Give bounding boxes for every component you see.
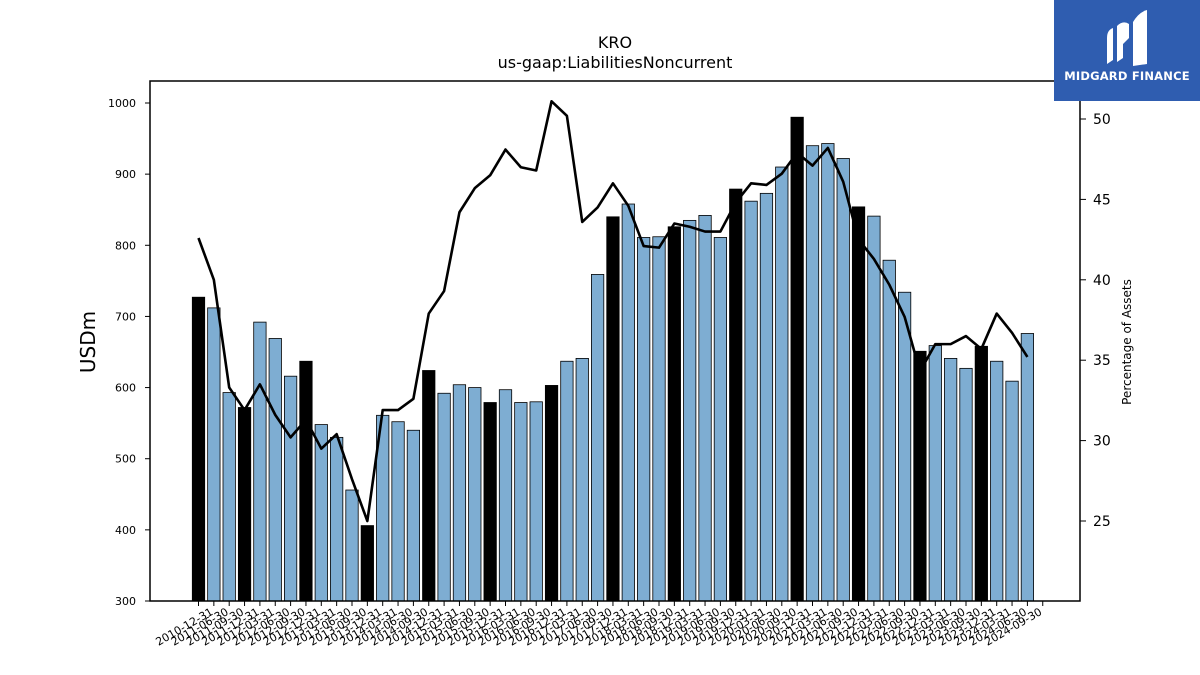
y2-tick-label: 35 (1093, 353, 1111, 369)
bar-2017-03-31 (575, 357, 589, 602)
bar-2023-09-30 (974, 345, 988, 602)
bar-2016-06-30 (529, 401, 543, 602)
bar-2022-12-31 (928, 345, 942, 602)
bar-2015-12-31 (498, 389, 513, 602)
y-tick-label: 1000 (108, 97, 136, 110)
plot-frame (149, 80, 1081, 602)
bar-2017-06-30 (591, 274, 605, 602)
bar-2014-12-31 (437, 392, 451, 602)
y2-tick-label: 40 (1093, 273, 1111, 289)
bar-2024-03-31 (1005, 380, 1019, 602)
y-tick-label: 900 (115, 168, 136, 181)
bar-2016-09-30 (544, 385, 559, 602)
y-axis-label: USDm (76, 311, 100, 373)
y2-tick-label: 45 (1093, 192, 1111, 208)
logo-mark-icon (1107, 10, 1147, 66)
bar-2011-03-31 (207, 307, 221, 602)
bar-2020-12-31 (805, 145, 820, 602)
bar-2022-09-30 (913, 350, 927, 602)
bar-2018-12-31 (683, 219, 697, 602)
bar-2012-03-31 (268, 338, 282, 602)
bar-2010-12-31 (191, 296, 206, 602)
bar-2018-03-31 (637, 237, 651, 602)
y-tick-label: 800 (115, 239, 136, 252)
bar-2011-12-31 (253, 321, 267, 602)
bar-2020-09-30 (790, 116, 804, 602)
bar-2013-03-31 (330, 436, 344, 602)
y-tick-label: 500 (115, 453, 136, 466)
bar-2021-12-31 (867, 215, 881, 602)
bar-2019-03-31 (698, 215, 712, 602)
y2-axis-label: Percentage of Assets (1120, 279, 1134, 405)
bar-2012-06-30 (283, 375, 298, 602)
bar-2021-09-30 (851, 206, 866, 602)
bar-2021-06-30 (836, 158, 850, 602)
bar-2020-06-30 (775, 166, 789, 602)
y-tick-label: 700 (115, 310, 136, 323)
bar-2016-03-31 (514, 402, 528, 602)
y2-tick-label: 25 (1093, 514, 1111, 530)
bar-2014-03-31 (391, 421, 405, 602)
bar-2019-09-30 (729, 188, 743, 602)
bar-2013-06-30 (345, 489, 359, 602)
bar-2023-03-31 (944, 357, 958, 602)
y-tick-label: 300 (115, 595, 136, 608)
y2-tick-label: 30 (1093, 434, 1111, 450)
bar-2017-12-31 (621, 203, 635, 602)
bar-2018-06-30 (652, 236, 666, 602)
bar-2018-09-30 (667, 226, 681, 602)
y-tick-label: 600 (115, 382, 136, 395)
chart-subtitle: us-gaap:LiabilitiesNoncurrent (498, 53, 733, 72)
bar-2013-09-30 (360, 525, 374, 602)
bar-2015-06-30 (468, 387, 482, 602)
brand-name: MIDGARD FINANCE (1064, 69, 1190, 83)
bar-2019-06-30 (713, 237, 728, 602)
bar-2022-03-31 (882, 259, 896, 602)
bar-2014-06-30 (406, 429, 421, 602)
bar-2012-09-30 (299, 360, 313, 602)
bar-2023-06-30 (959, 367, 973, 602)
bar-2015-03-31 (452, 384, 467, 602)
bar-2012-12-31 (314, 424, 328, 602)
brand-logo: MIDGARD FINANCE (1054, 0, 1200, 101)
bar-2024-06-30 (1020, 333, 1035, 602)
percentage-line (197, 100, 1029, 523)
bar-2022-06-30 (898, 291, 912, 602)
y-tick-label: 400 (115, 524, 136, 537)
bar-2011-06-30 (222, 392, 236, 602)
bar-2015-09-30 (483, 402, 497, 602)
bar-2014-09-30 (422, 370, 436, 602)
bar-2016-12-31 (560, 360, 574, 602)
bar-2021-03-31 (821, 143, 835, 602)
y2-tick-label: 50 (1093, 112, 1111, 128)
bar-2011-09-30 (237, 407, 252, 602)
bar-2019-12-31 (744, 200, 758, 602)
bar-2017-09-30 (606, 216, 620, 602)
bar-2020-03-31 (759, 192, 774, 602)
bar-2023-12-31 (990, 360, 1004, 602)
chart-title: KRO (598, 33, 632, 52)
